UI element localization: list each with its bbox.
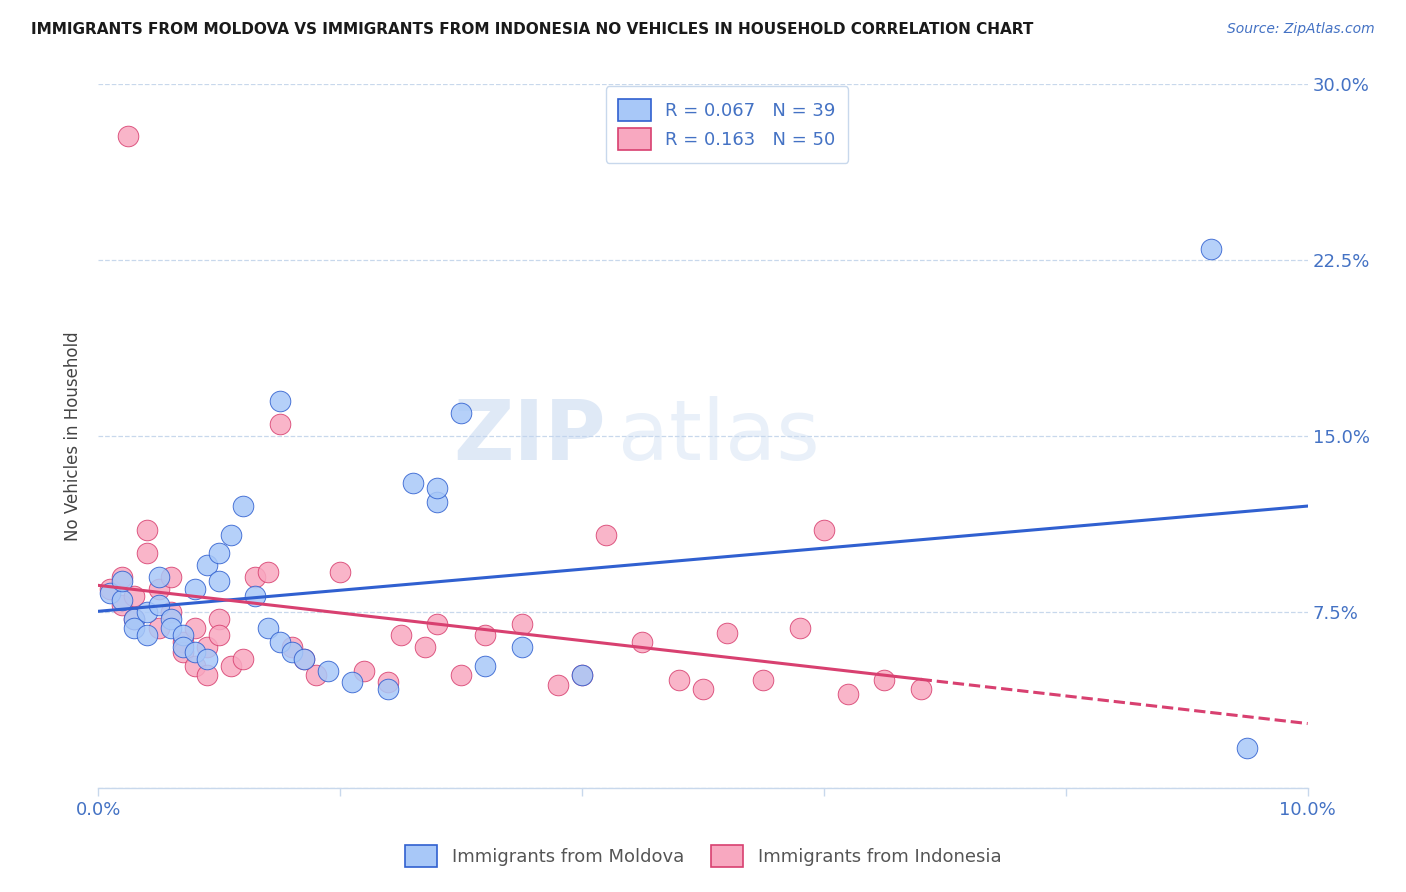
Point — [401, 476, 423, 491]
Point — [184, 582, 207, 596]
Point — [1236, 741, 1258, 756]
Point — [245, 589, 267, 603]
Point — [232, 500, 254, 514]
Point — [316, 664, 339, 678]
Point — [450, 668, 472, 682]
Point — [184, 659, 207, 673]
Point — [148, 621, 170, 635]
Point — [910, 682, 932, 697]
Point — [195, 652, 218, 666]
Text: ZIP: ZIP — [454, 396, 606, 476]
Point — [232, 652, 254, 666]
Point — [340, 675, 363, 690]
Point — [117, 128, 139, 143]
Point — [510, 616, 533, 631]
Point — [135, 605, 157, 619]
Point — [571, 668, 593, 682]
Point — [111, 574, 134, 589]
Point — [148, 582, 170, 596]
Point — [195, 640, 218, 655]
Point — [195, 558, 218, 573]
Point — [292, 652, 315, 666]
Point — [124, 612, 146, 626]
Legend: R = 0.067   N = 39, R = 0.163   N = 50: R = 0.067 N = 39, R = 0.163 N = 50 — [606, 87, 848, 163]
Point — [172, 645, 194, 659]
Point — [184, 621, 207, 635]
Point — [292, 652, 315, 666]
Point — [135, 546, 157, 560]
Point — [159, 570, 181, 584]
Point — [450, 406, 472, 420]
Point — [148, 570, 170, 584]
Point — [195, 668, 218, 682]
Point — [219, 659, 242, 673]
Point — [280, 640, 302, 655]
Point — [124, 621, 146, 635]
Point — [98, 582, 121, 596]
Point — [219, 527, 242, 541]
Point — [426, 616, 449, 631]
Point — [111, 593, 134, 607]
Text: IMMIGRANTS FROM MOLDOVA VS IMMIGRANTS FROM INDONESIA NO VEHICLES IN HOUSEHOLD CO: IMMIGRANTS FROM MOLDOVA VS IMMIGRANTS FR… — [31, 22, 1033, 37]
Point — [595, 527, 617, 541]
Point — [184, 645, 207, 659]
Point — [208, 546, 231, 560]
Point — [172, 635, 194, 649]
Point — [474, 659, 496, 673]
Text: Source: ZipAtlas.com: Source: ZipAtlas.com — [1227, 22, 1375, 37]
Point — [111, 598, 134, 612]
Point — [172, 640, 194, 655]
Point — [256, 565, 278, 579]
Point — [813, 523, 835, 537]
Point — [269, 417, 291, 432]
Point — [208, 628, 231, 642]
Point — [547, 678, 569, 692]
Point — [269, 635, 291, 649]
Point — [716, 626, 738, 640]
Point — [1199, 242, 1222, 256]
Point — [135, 628, 157, 642]
Point — [159, 621, 181, 635]
Point — [510, 640, 533, 655]
Point — [631, 635, 654, 649]
Point — [377, 682, 399, 697]
Point — [124, 589, 146, 603]
Point — [245, 570, 267, 584]
Point — [474, 628, 496, 642]
Point — [389, 628, 412, 642]
Point — [208, 612, 231, 626]
Point — [329, 565, 352, 579]
Point — [571, 668, 593, 682]
Point — [377, 675, 399, 690]
Point — [111, 570, 134, 584]
Point — [873, 673, 896, 687]
Point — [159, 605, 181, 619]
Point — [413, 640, 436, 655]
Point — [305, 668, 328, 682]
Point — [159, 612, 181, 626]
Point — [208, 574, 231, 589]
Point — [172, 628, 194, 642]
Point — [280, 645, 302, 659]
Text: atlas: atlas — [619, 396, 820, 476]
Point — [837, 687, 859, 701]
Point — [668, 673, 690, 687]
Point — [426, 495, 449, 509]
Point — [98, 586, 121, 600]
Point — [135, 523, 157, 537]
Point — [256, 621, 278, 635]
Y-axis label: No Vehicles in Household: No Vehicles in Household — [65, 331, 82, 541]
Point — [353, 664, 375, 678]
Point — [124, 612, 146, 626]
Point — [692, 682, 714, 697]
Point — [752, 673, 775, 687]
Point — [148, 598, 170, 612]
Legend: Immigrants from Moldova, Immigrants from Indonesia: Immigrants from Moldova, Immigrants from… — [395, 836, 1011, 876]
Point — [789, 621, 811, 635]
Point — [269, 394, 291, 409]
Point — [426, 481, 449, 495]
